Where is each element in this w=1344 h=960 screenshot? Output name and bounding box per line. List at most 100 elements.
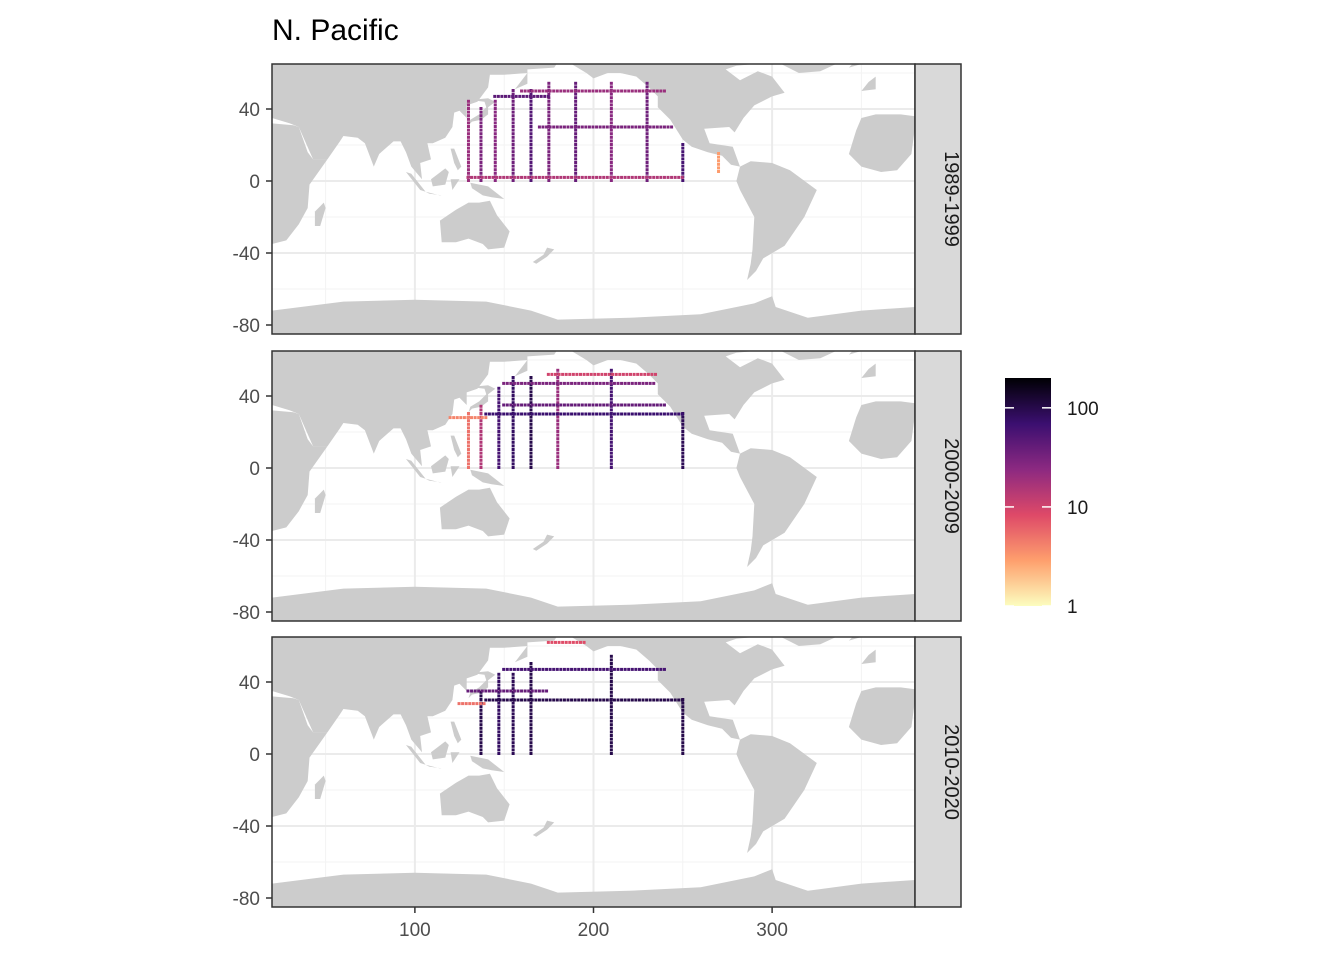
data-cell [609,146,613,150]
data-cell [681,143,685,146]
data-cell [609,99,613,103]
data-cell [529,92,533,96]
data-cell [645,698,649,702]
data-cell [466,143,470,146]
y-tick-label: -80 [233,603,260,624]
data-cell [587,125,591,129]
data-cell [511,437,515,441]
data-cell [520,698,524,702]
facet-panel-3: 2010-2020 40 0 -40 -80 [233,636,962,910]
data-cell [645,114,649,118]
data-cell [681,719,685,723]
data-cell [574,161,578,164]
data-cell [609,698,613,702]
data-cell [530,175,534,179]
data-cell [609,687,613,691]
data-cell [609,419,613,423]
data-cell [546,94,550,98]
data-cell [598,698,602,702]
land-mass [736,734,817,853]
data-cell [511,683,515,687]
data-cell [529,730,533,734]
data-cell [609,440,613,444]
data-cell [556,458,560,462]
data-cell [511,687,515,691]
data-cell [537,89,541,93]
data-cell [605,175,609,179]
data-cell [717,170,721,173]
data-cell [529,99,533,103]
data-cell [587,667,591,671]
data-cell [497,694,501,698]
data-cell [493,132,497,136]
data-cell [529,726,533,730]
data-cell [547,143,551,146]
data-cell [562,667,566,671]
data-cell [484,689,488,693]
data-cell [681,437,685,441]
land-mass [431,741,449,760]
data-cell [527,698,531,702]
data-cell [573,125,577,129]
data-cell [609,394,613,397]
data-cell [529,455,533,459]
data-cell [511,744,515,748]
data-cell [571,640,575,644]
data-cell [477,416,481,420]
land-mass [736,448,817,567]
data-cell [573,89,577,93]
data-cell [479,444,483,448]
data-cell [662,89,666,93]
data-cell [584,125,588,129]
data-cell [652,667,656,671]
data-cell [505,667,509,671]
data-cell [645,157,649,161]
data-cell [609,708,613,712]
data-cell [512,698,516,702]
data-cell [605,403,609,407]
data-cell [529,680,533,683]
data-cell [523,403,527,407]
data-cell [487,412,491,416]
data-cell [497,433,501,437]
data-cell [527,667,531,671]
data-cell [529,110,533,114]
data-cell [529,401,533,405]
data-cell [497,466,501,469]
data-cell [566,698,570,702]
data-cell [511,730,515,734]
facet-strip-label: 1989-1999 [940,151,962,247]
data-cell [537,403,541,407]
data-cell [545,125,549,129]
data-cell [541,667,545,671]
data-cell [575,640,579,644]
data-cell [591,698,595,702]
data-cell [484,412,488,416]
data-cell [609,451,613,455]
data-cell [681,440,685,444]
data-cell [523,89,527,93]
data-cell [584,667,588,671]
data-cell [634,412,638,416]
data-cell [497,394,501,397]
data-cell [645,135,649,139]
data-cell [609,157,613,161]
data-cell [529,419,533,423]
data-cell [609,466,613,469]
data-cell [641,89,645,93]
data-cell [529,397,533,401]
data-cell [511,719,515,723]
data-cell [641,125,645,129]
data-cell [487,689,491,693]
data-cell [650,372,654,376]
data-cell [620,403,624,407]
data-cell [534,89,538,93]
data-cell [505,381,509,385]
land-mass [206,114,272,172]
data-cell [598,403,602,407]
data-cell [497,716,501,719]
data-cell [529,451,533,455]
data-cell [574,168,578,172]
data-cell [623,698,627,702]
data-cell [479,455,483,459]
